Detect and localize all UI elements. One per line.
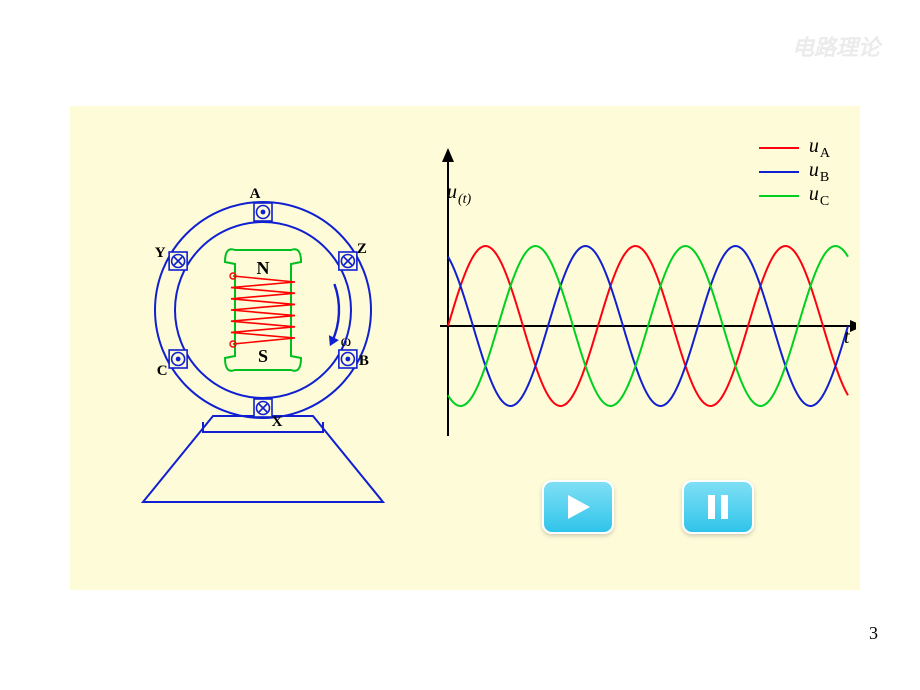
- main-panel: A Z B X C Y N Sω uAuBuC u(t) t: [70, 106, 860, 590]
- generator-diagram: A Z B X C Y N Sω: [88, 170, 438, 570]
- svg-text:C: C: [157, 363, 168, 379]
- x-axis-label: t: [844, 326, 850, 349]
- legend-row-A: uA: [759, 136, 830, 160]
- chart-legend: uAuBuC: [759, 136, 830, 208]
- play-icon: [564, 493, 592, 521]
- svg-text:A: A: [250, 186, 261, 202]
- svg-text:ω: ω: [341, 333, 352, 350]
- svg-text:Y: Y: [155, 245, 166, 261]
- page-number: 3: [869, 623, 878, 644]
- pause-icon: [706, 493, 730, 521]
- legend-row-C: uC: [759, 184, 830, 208]
- legend-line-B: [759, 171, 799, 173]
- legend-label-B: uB: [809, 159, 829, 186]
- svg-text:X: X: [272, 414, 283, 430]
- legend-row-B: uB: [759, 160, 830, 184]
- svg-text:Z: Z: [357, 241, 367, 257]
- pause-button[interactable]: [682, 480, 754, 534]
- play-button[interactable]: [542, 480, 614, 534]
- y-axis-label: u(t): [447, 181, 471, 208]
- legend-label-A: uA: [809, 135, 830, 162]
- svg-text:N: N: [257, 258, 270, 278]
- legend-label-C: uC: [809, 183, 829, 210]
- svg-text:B: B: [359, 353, 369, 369]
- watermark: 电路理论: [792, 30, 880, 62]
- legend-line-A: [759, 147, 799, 149]
- svg-text:S: S: [258, 346, 268, 366]
- legend-line-C: [759, 195, 799, 197]
